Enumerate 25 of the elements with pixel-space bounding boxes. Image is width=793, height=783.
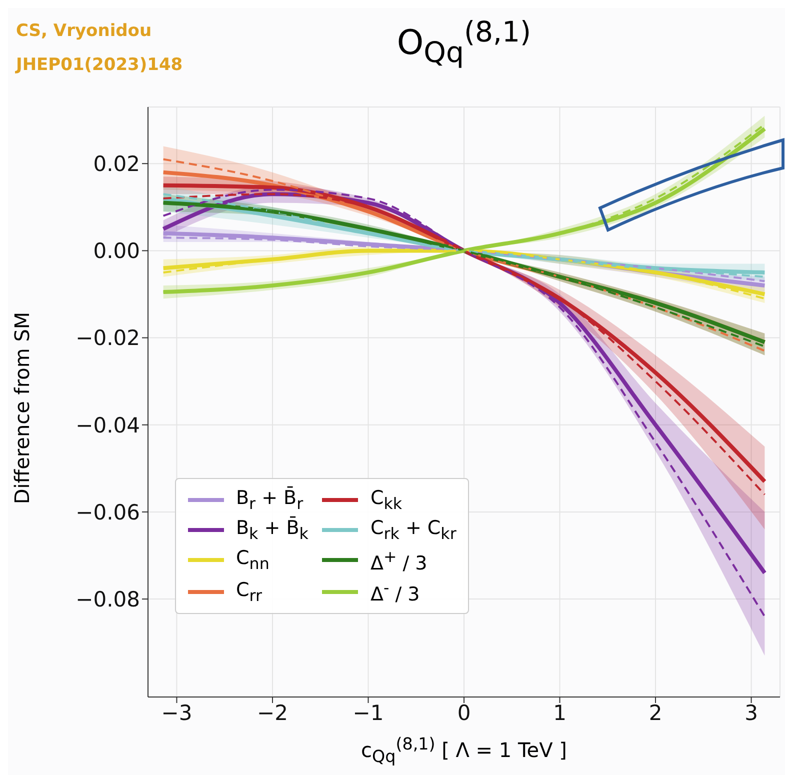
x-tick-label: −1 (352, 700, 384, 725)
x-axis-title: c$_{Qq}$$^{(8,1)}$ [ Λ = 1 TeV ] (361, 734, 567, 766)
x-tick-label: 0 (457, 700, 471, 725)
y-tick-label: −0.08 (76, 587, 140, 612)
y-tick-label: 0.02 (93, 152, 140, 176)
x-tick-label: 1 (553, 700, 566, 725)
legend-label: C$_{kk}$ (370, 487, 402, 513)
legend-label: B$_{k}$ + B̄$_{k}$ (236, 516, 308, 543)
y-tick-label: −0.04 (76, 413, 140, 438)
text: JHEP01(2023)148 (16, 55, 183, 75)
text: CS, Vryonidou (16, 21, 152, 41)
y-tick-label: −0.06 (76, 500, 140, 524)
x-tick-label: 3 (744, 700, 758, 725)
x-tick-label: 2 (648, 700, 662, 725)
legend-label: Δ$^{-}$ / 3 (370, 578, 420, 606)
x-tick-label: −3 (161, 700, 192, 725)
y-tick-label: −0.02 (76, 326, 140, 350)
legend-label: C$_{nn}$ (236, 547, 270, 574)
legend-label: B$_{r}$ + B̄$_{r}$ (236, 487, 304, 513)
x-tick-label: −2 (257, 700, 288, 725)
y-axis-title: Difference from SM (10, 312, 34, 504)
legend-label: C$_{rk}$ + C$_{kr}$ (370, 516, 456, 543)
legend-label: C$_{rr}$ (236, 578, 262, 604)
legend-label: Δ$^{+}$ / 3 (370, 546, 428, 574)
y-tick-label: 0.00 (93, 239, 140, 264)
